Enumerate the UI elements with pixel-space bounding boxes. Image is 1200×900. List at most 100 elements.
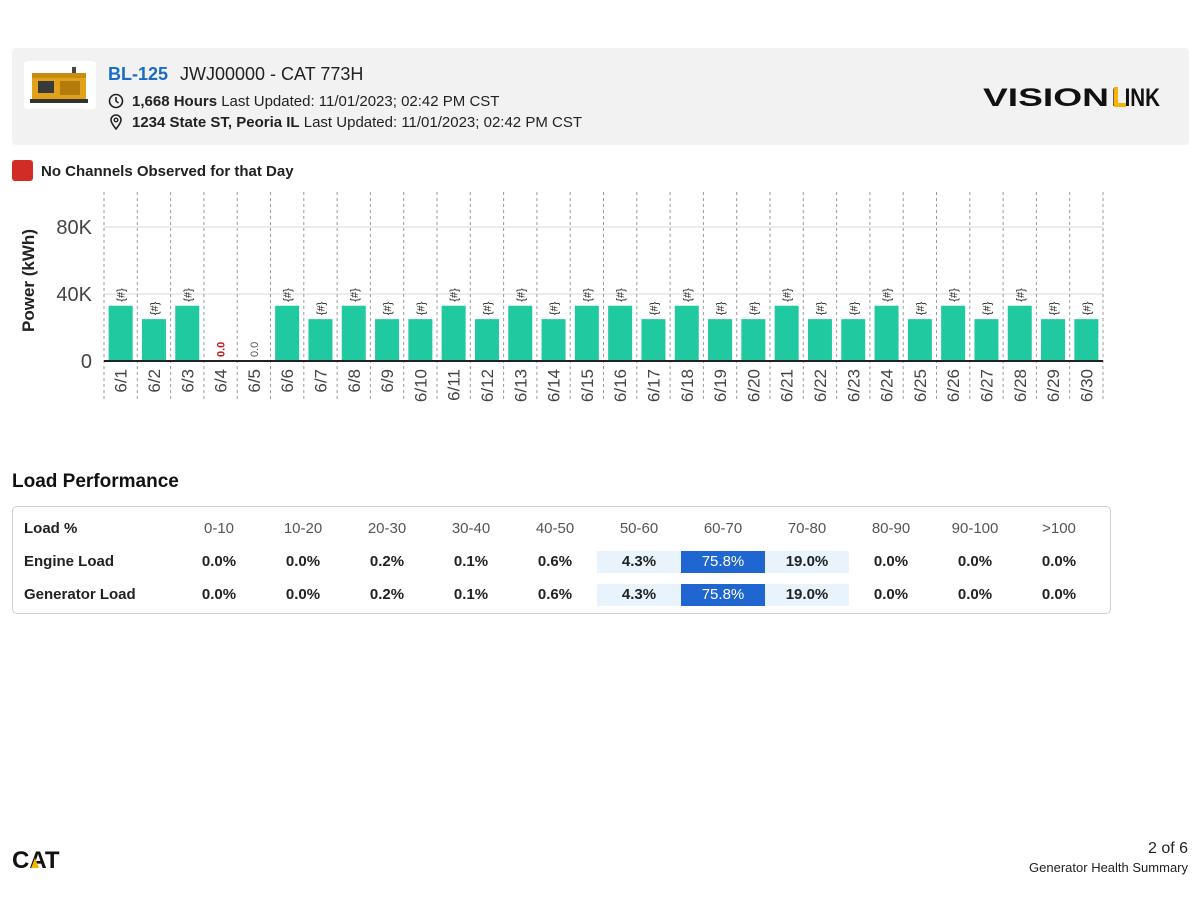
data-label: {#} — [515, 288, 527, 302]
table-row: Engine Load 0.0% 0.0% 0.2% 0.1% 0.6% 4.3% 75.8%… — [13, 551, 1110, 573]
bar — [341, 305, 366, 361]
table-cell: 19.0% — [765, 551, 849, 573]
asset-header: BL-125 JWJ00000 - CAT 773H 1,668 Hours L… — [12, 48, 1189, 145]
report-name: Generator Health Summary — [1029, 860, 1188, 875]
column-header: 20-30 — [367, 520, 407, 537]
x-tick-label: 6/25 — [911, 369, 930, 402]
column-header: 0-10 — [203, 520, 235, 537]
x-tick-label: 6/10 — [411, 369, 430, 402]
svg-text:VISION: VISION — [983, 84, 1109, 112]
table-row: Generator Load 0.0% 0.0% 0.2% 0.1% 0.6% 4.3% 75… — [13, 584, 1110, 606]
x-tick-label: 6/15 — [578, 369, 597, 402]
page-number: 2 of 6 — [1147, 840, 1188, 857]
x-tick-label: 6/19 — [711, 369, 730, 402]
data-label: {#} — [981, 301, 993, 315]
data-label: {#} — [182, 288, 194, 302]
clock-icon — [108, 93, 126, 109]
bar — [974, 319, 999, 361]
bar — [941, 305, 966, 361]
bar — [541, 319, 566, 361]
bar — [408, 319, 433, 361]
x-tick-label: 6/27 — [977, 369, 996, 402]
column-header: 90-100 — [951, 520, 999, 537]
asset-name: JWJ00000 - CAT 773H — [180, 64, 364, 84]
asset-id[interactable]: BL-125 — [108, 64, 169, 84]
bar — [574, 305, 599, 361]
data-label: {#} — [1015, 288, 1027, 302]
data-label: {#} — [282, 288, 294, 302]
bar — [1041, 319, 1066, 361]
bar — [375, 319, 400, 361]
legend-label: No Channels Observed for that Day — [41, 163, 294, 180]
bar — [308, 319, 333, 361]
bar — [674, 305, 699, 361]
hours-updated: Last Updated: 11/01/2023; 02:42 PM CST — [221, 93, 500, 110]
data-label: {#} — [349, 288, 361, 302]
data-label: {#} — [748, 301, 760, 315]
data-label: {#} — [415, 301, 427, 315]
table-cell: 0.0% — [957, 586, 993, 603]
data-label: {#} — [382, 301, 394, 315]
bar — [641, 319, 666, 361]
x-tick-label: 6/20 — [744, 369, 763, 402]
bar — [108, 305, 133, 361]
y-tick-label: 80K — [56, 217, 92, 239]
location-value: 1234 State ST, Peoria IL — [132, 114, 300, 131]
table-cell: 4.3% — [597, 551, 681, 573]
data-label: {#} — [149, 301, 161, 315]
x-tick-label: 6/6 — [278, 369, 297, 393]
bar — [1007, 305, 1032, 361]
power-chart: 0 40K 80K Power (kWh) {#} 6/1 {#} 6/2 {#} 6/3 0.0 6… — [19, 192, 1104, 402]
x-tick-label: 6/28 — [1011, 369, 1030, 402]
svg-text:LINK: LINK — [1112, 84, 1160, 112]
row-label: Engine Load — [24, 553, 114, 570]
x-tick-label: 6/9 — [378, 369, 397, 393]
column-header: 40-50 — [535, 520, 575, 537]
table-cell: 0.0% — [873, 586, 909, 603]
bar — [608, 305, 633, 361]
data-label: {#} — [882, 288, 894, 302]
x-tick-label: 6/24 — [878, 369, 897, 402]
table-header-row: Load % 0-10 10-20 20-30 30-40 40-50 50-60 60-70… — [13, 518, 1110, 540]
x-tick-label: 6/29 — [1044, 369, 1063, 402]
data-label: {#} — [615, 288, 627, 302]
table-cell: 0.0% — [201, 553, 237, 570]
column-header: >100 — [1042, 520, 1076, 537]
x-tick-label: 6/12 — [478, 369, 497, 402]
bar — [141, 319, 166, 361]
column-header: 10-20 — [283, 520, 323, 537]
table-cell: 0.2% — [369, 586, 405, 603]
data-label: 0.0 — [249, 342, 261, 357]
data-label: {#} — [549, 301, 561, 315]
table-cell: 0.1% — [453, 553, 489, 570]
x-tick-label: 6/5 — [245, 369, 264, 393]
bar — [708, 319, 733, 361]
bar — [508, 305, 533, 361]
bar — [741, 319, 766, 361]
x-tick-label: 6/26 — [944, 369, 963, 402]
bar — [441, 305, 466, 361]
hours-line: 1,668 Hours Last Updated: 11/01/2023; 02… — [108, 93, 499, 110]
location-line: 1234 State ST, Peoria IL Last Updated: 1… — [108, 114, 582, 131]
x-tick-label: 6/11 — [445, 369, 464, 401]
y-tick-label: 0 — [81, 351, 92, 373]
x-tick-label: 6/21 — [778, 369, 797, 402]
table-cell: 19.0% — [765, 584, 849, 606]
svg-text:CAT: CAT — [12, 847, 60, 872]
data-label: {#} — [1048, 301, 1060, 315]
bar — [275, 305, 300, 361]
x-tick-label: 6/8 — [345, 369, 364, 393]
table-cell: 0.0% — [1041, 586, 1077, 603]
load-performance-title: Load Performance — [12, 471, 179, 492]
hours-value: 1,668 Hours — [132, 93, 218, 110]
column-header: 80-90 — [871, 520, 911, 537]
data-label: {#} — [648, 301, 660, 315]
bar — [175, 305, 200, 361]
data-label: {#} — [782, 288, 794, 302]
y-axis-title: Power (kWh) — [19, 229, 38, 332]
x-tick-label: 6/4 — [212, 369, 231, 393]
data-label: {#} — [948, 288, 960, 302]
column-header: 50-60 — [619, 520, 659, 537]
table-cell: 0.1% — [453, 586, 489, 603]
table-cell: 0.6% — [537, 553, 573, 570]
